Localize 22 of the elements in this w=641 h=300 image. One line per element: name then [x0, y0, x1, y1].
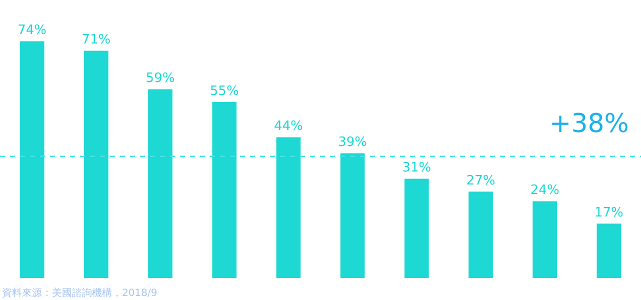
data-label: 17%: [594, 205, 624, 220]
data-label: 31%: [402, 160, 432, 176]
bar: [20, 41, 44, 278]
data-label: 74%: [18, 23, 47, 38]
bar: [148, 89, 172, 278]
data-label: 24%: [530, 183, 560, 198]
data-label: 59%: [146, 71, 175, 86]
data-label: 55%: [210, 84, 239, 99]
bar: [404, 178, 429, 278]
bar: [468, 192, 493, 278]
source-note: 資料來源：美國諮詢機構，2018/9: [2, 286, 158, 300]
bar: [532, 201, 558, 278]
data-label: 44%: [274, 119, 303, 134]
bar: [276, 137, 301, 278]
bar: [84, 50, 108, 278]
data-label: 27%: [466, 173, 496, 188]
bar: [596, 224, 622, 278]
bar: [340, 153, 365, 278]
data-label: 71%: [82, 32, 111, 48]
ref-line-label: +38%: [549, 109, 629, 140]
data-label: 39%: [338, 135, 368, 150]
bar: [212, 102, 237, 278]
